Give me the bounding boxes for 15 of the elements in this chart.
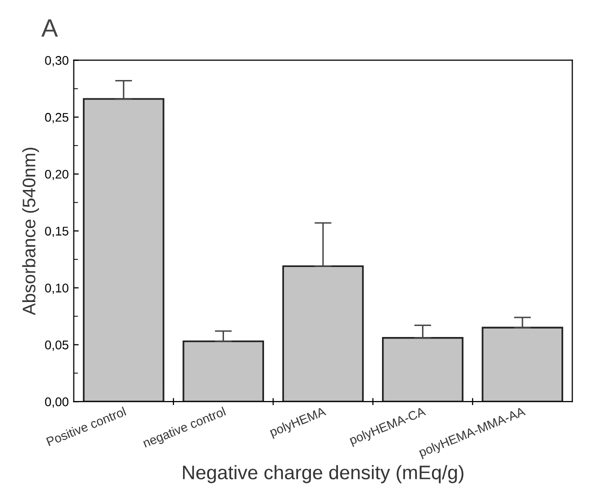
- y-tick-label: 0,05: [45, 340, 68, 351]
- bar: [282, 265, 364, 402]
- bar: [82, 98, 164, 402]
- y-tick-label: 0,15: [45, 226, 68, 238]
- y-tick-label: 0,10: [45, 284, 68, 294]
- y-axis-title: Absorbance (540nm): [22, 148, 39, 316]
- bar: [182, 340, 264, 402]
- y-tick-label: 0,20: [45, 170, 68, 180]
- y-tick-label: 0,30: [45, 56, 68, 66]
- y-tick-label: 0,25: [45, 112, 68, 124]
- bar: [382, 337, 464, 402]
- chart-title: A: [41, 19, 58, 37]
- x-axis-title: Negative charge density (mEq/g): [183, 465, 464, 484]
- y-tick-label: 0,00: [45, 397, 68, 408]
- bar: [482, 326, 564, 402]
